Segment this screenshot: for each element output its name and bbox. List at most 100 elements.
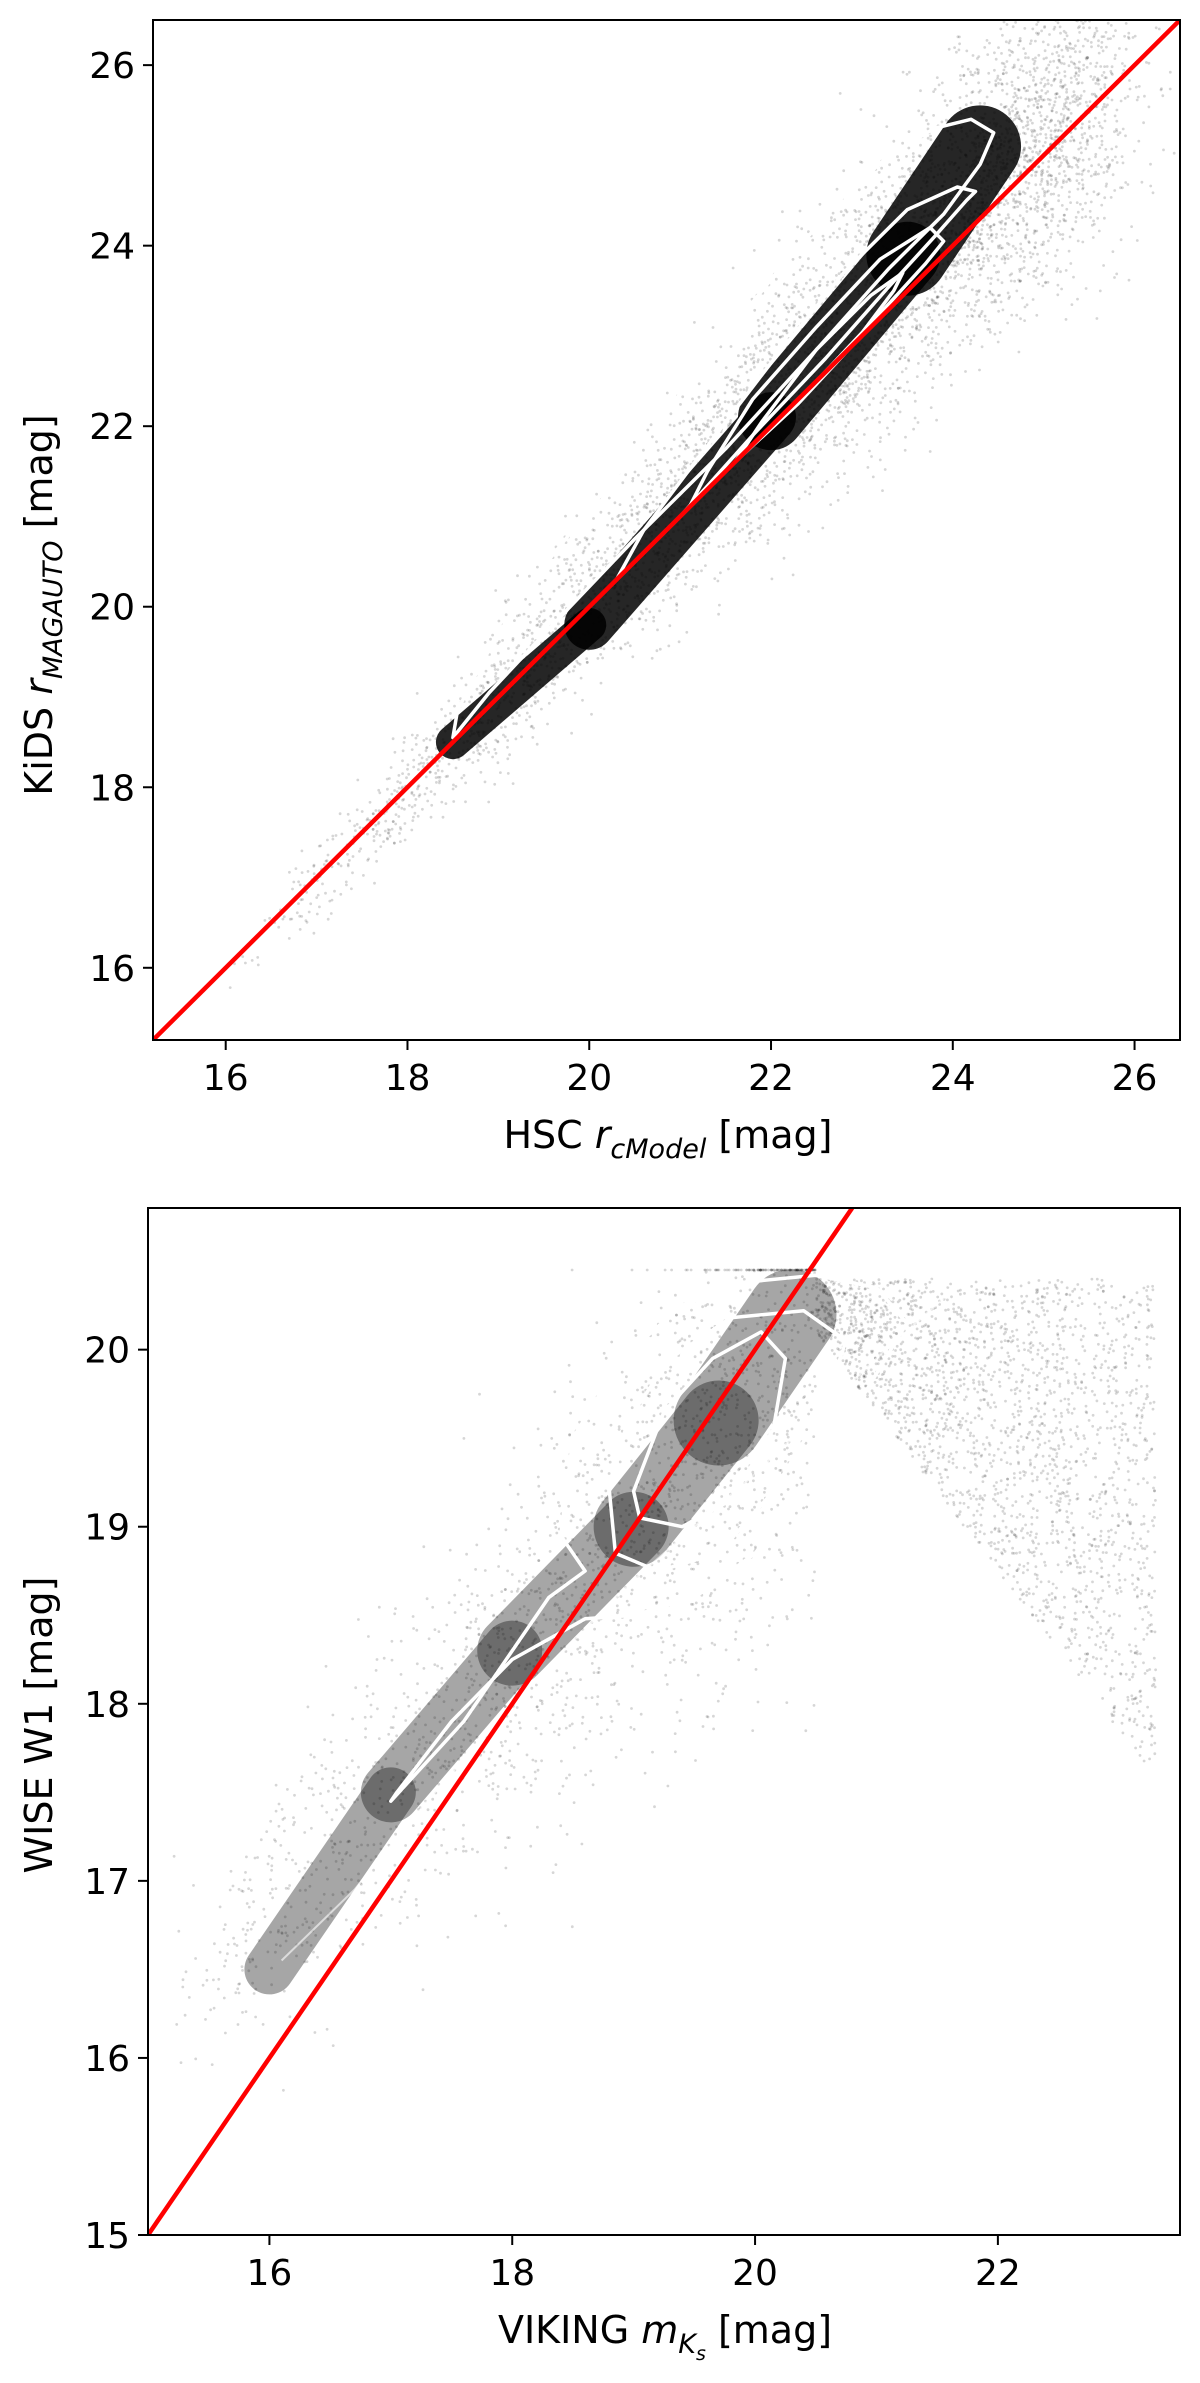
scatter-point — [1065, 180, 1068, 184]
scatter-point — [1090, 164, 1093, 168]
scatter-point — [986, 247, 990, 251]
scatter-point — [1066, 165, 1070, 169]
scatter-point — [766, 542, 770, 545]
scatter-point — [1070, 135, 1074, 139]
scatter-point — [730, 500, 734, 504]
scatter-point — [421, 765, 425, 768]
scatter-point — [977, 259, 980, 262]
scatter-point — [792, 290, 796, 294]
scatter-point — [572, 554, 575, 557]
scatter-point — [846, 401, 850, 405]
scatter-point — [578, 541, 582, 544]
scatter-point — [374, 850, 378, 853]
scatter-point — [767, 327, 770, 331]
scatter-point — [999, 103, 1003, 106]
scatter-point — [1058, 95, 1061, 99]
scatter-point — [300, 849, 304, 853]
scatter-point — [787, 310, 790, 314]
scatter-point — [1115, 272, 1119, 276]
scatter-point — [772, 489, 776, 493]
scatter-point — [637, 617, 641, 621]
scatter-point — [1066, 49, 1070, 52]
scatter-point — [1081, 186, 1085, 190]
scatter-point — [1044, 216, 1048, 220]
scatter-point — [1100, 143, 1104, 147]
scatter-point — [1023, 305, 1027, 309]
scatter-point — [388, 777, 391, 780]
scatter-point — [657, 473, 660, 476]
scatter-point — [1127, 31, 1131, 35]
scatter-point — [631, 655, 635, 659]
scatter-point — [777, 238, 781, 242]
scatter-point — [642, 505, 646, 509]
scatter-point — [578, 589, 581, 593]
scatter-point — [803, 429, 807, 432]
scatter-point — [256, 963, 260, 967]
scatter-point — [856, 402, 859, 406]
scatter-point — [700, 438, 703, 441]
scatter-point — [812, 267, 816, 270]
scatter-point — [614, 547, 618, 551]
scatter-point — [574, 558, 578, 562]
scatter-point — [866, 356, 870, 359]
scatter-point — [1075, 163, 1078, 167]
scatter-point — [1043, 194, 1046, 198]
scatter-point — [766, 338, 770, 342]
scatter-point — [1041, 284, 1045, 288]
scatter-point — [757, 324, 761, 328]
scatter-point — [712, 426, 715, 430]
scatter-point — [652, 509, 655, 512]
scatter-point — [1046, 226, 1049, 229]
scatter-point — [1067, 249, 1071, 253]
scatter-point — [1089, 216, 1092, 219]
scatter-point — [791, 573, 795, 577]
scatter-point — [738, 365, 742, 369]
scatter-point — [864, 383, 867, 386]
scatter-point — [655, 440, 658, 444]
scatter-point — [375, 859, 378, 863]
scatter-point — [305, 920, 309, 924]
scatter-point — [972, 239, 976, 243]
scatter-point — [1062, 179, 1065, 183]
scatter-point — [656, 590, 660, 593]
scatter-point — [392, 841, 396, 845]
scatter-point — [1105, 164, 1109, 168]
scatter-point — [1102, 171, 1106, 174]
scatter-point — [1071, 228, 1075, 232]
scatter-point — [1123, 96, 1127, 100]
scatter-point — [434, 721, 437, 724]
scatter-point — [517, 644, 521, 648]
scatter-point — [1054, 73, 1057, 77]
scatter-point — [865, 375, 869, 379]
scatter-point — [304, 919, 308, 922]
scatter-point — [761, 479, 765, 483]
scatter-point — [979, 312, 983, 315]
scatter-point — [644, 506, 648, 509]
scatter-point — [982, 264, 985, 268]
scatter-point — [666, 583, 670, 587]
scatter-point — [525, 711, 529, 715]
scatter-point — [792, 323, 796, 327]
scatter-point — [651, 483, 654, 486]
scatter-point — [809, 455, 812, 459]
scatter-point — [720, 521, 724, 525]
scatter-point — [1079, 97, 1082, 100]
scatter-point — [818, 283, 822, 287]
scatter-point — [599, 510, 603, 514]
scatter-point — [244, 961, 247, 965]
scatter-point — [682, 419, 685, 423]
scatter-point — [947, 289, 951, 293]
scatter-point — [801, 455, 804, 459]
scatter-point — [353, 824, 356, 828]
scatter-point — [994, 79, 998, 83]
scatter-point — [646, 502, 649, 506]
scatter-point — [786, 513, 789, 516]
scatter-point — [964, 284, 967, 288]
scatter-point — [478, 752, 482, 756]
scatter-point — [1055, 92, 1059, 96]
scatter-point — [1028, 99, 1031, 103]
scatter-point — [1016, 200, 1020, 204]
scatter-point — [787, 295, 791, 299]
scatter-point — [321, 882, 324, 886]
scatter-point — [1035, 151, 1038, 154]
